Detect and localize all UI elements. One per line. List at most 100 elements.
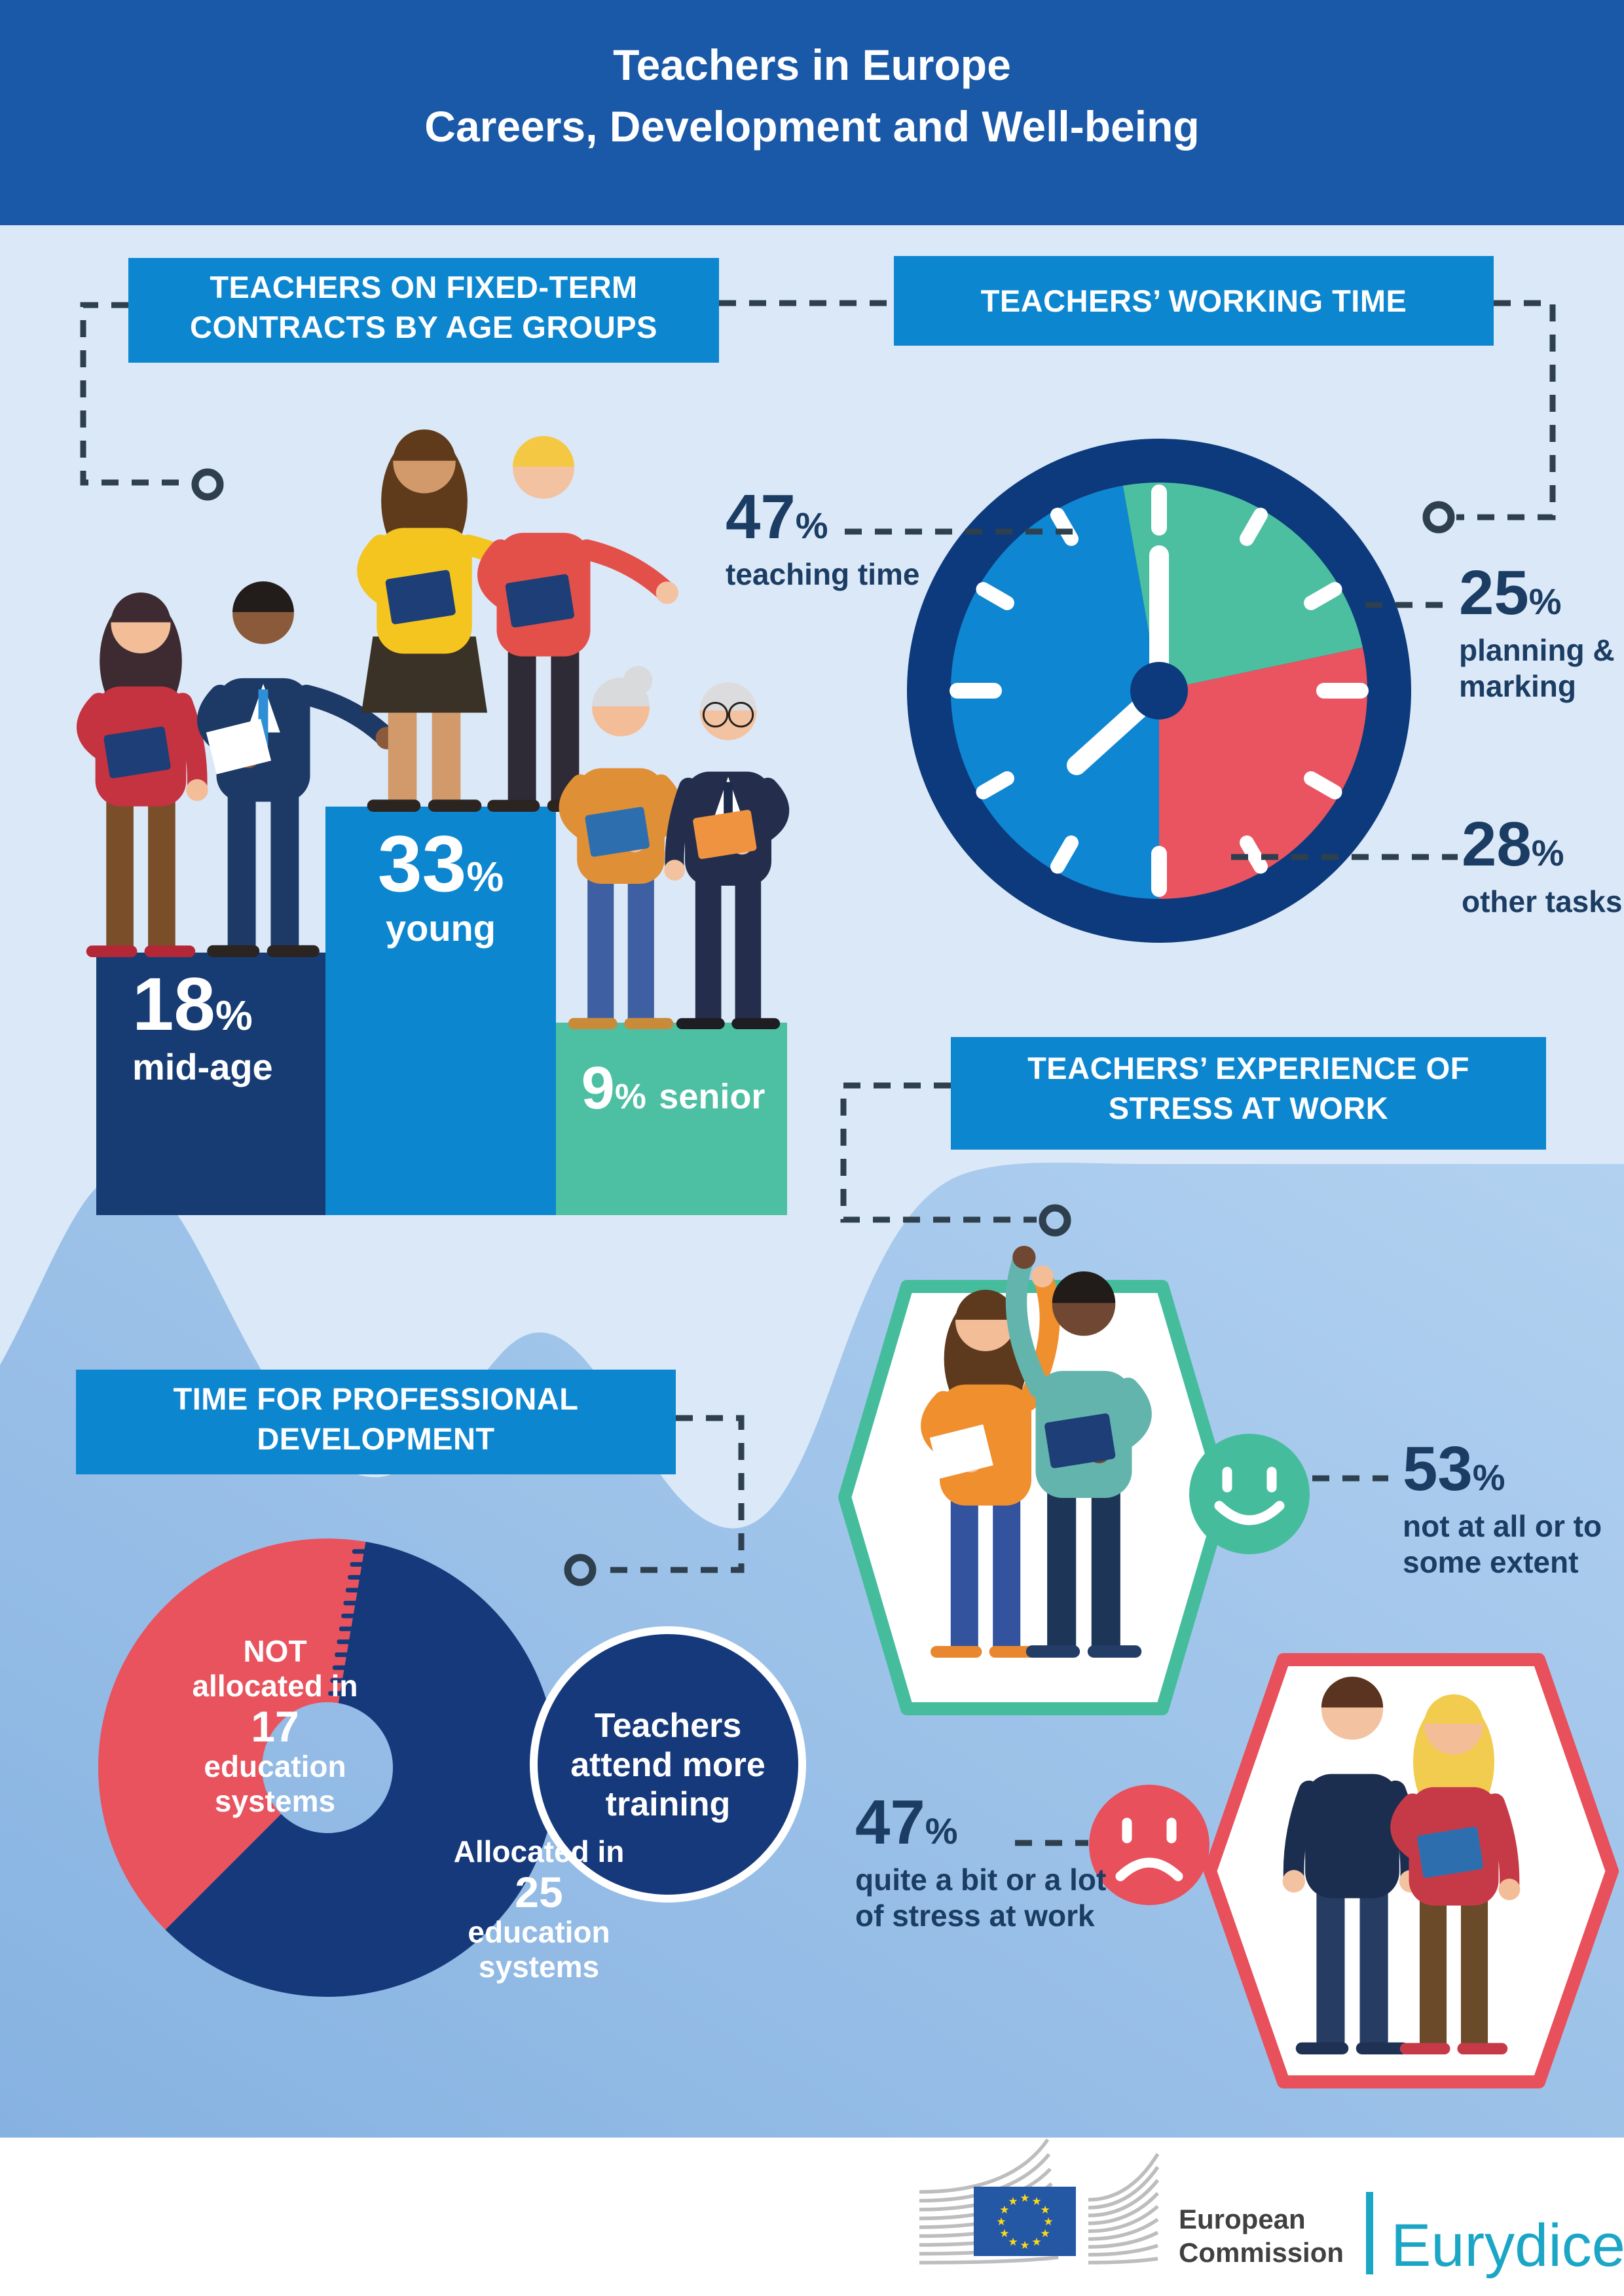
european-commission-wordmark: European Commission bbox=[1179, 2202, 1344, 2269]
section-heading-working-time: TEACHERS’ WORKING TIME bbox=[894, 256, 1494, 346]
ec-logo: ★ ★★★★★★★★★★★ bbox=[919, 2138, 1160, 2265]
heading-text: TIME FOR PROFESSIONAL bbox=[173, 1381, 579, 1416]
donut-value: 25 bbox=[515, 1868, 563, 1916]
illustration-hex-man-teal bbox=[1005, 1245, 1152, 1658]
percent-sign: % bbox=[1528, 581, 1562, 622]
bar-label-senior: 9% senior bbox=[559, 1058, 788, 1118]
circle-connector-development bbox=[564, 1554, 597, 1586]
donut-allocated-sector bbox=[165, 1541, 557, 1997]
stat-value: 47 bbox=[855, 1787, 925, 1857]
svg-text:★: ★ bbox=[1020, 2239, 1029, 2251]
bar-value: 18 bbox=[132, 963, 215, 1046]
smiley-sad-icon bbox=[1089, 1785, 1209, 1905]
percent-sign: % bbox=[925, 1810, 958, 1851]
donut-label-text: systems bbox=[214, 1784, 336, 1818]
heading-text: TEACHERS’ WORKING TIME bbox=[980, 283, 1407, 318]
bar-label-mid-age: 18% mid-age bbox=[132, 968, 273, 1088]
stat-label: quite a bit or a lot bbox=[855, 1863, 1107, 1897]
percent-sign: % bbox=[1472, 1457, 1505, 1498]
bar-value: 9 bbox=[581, 1055, 615, 1121]
circle-connector-fixed-term bbox=[191, 468, 224, 501]
connector-stress bbox=[840, 1082, 1037, 1223]
clock-sector-planning bbox=[1122, 482, 1363, 691]
svg-text:★: ★ bbox=[1008, 2195, 1018, 2208]
clock-sector-other bbox=[1159, 647, 1367, 899]
footer-divider bbox=[1366, 2192, 1373, 2274]
training-note-text: Teachers bbox=[594, 1707, 742, 1745]
age-bar-chart bbox=[96, 807, 787, 1215]
stat-label: not at all or to bbox=[1403, 1509, 1602, 1543]
stat-planning-marking: 25% planning & marking bbox=[1459, 562, 1615, 704]
stat-label: planning & bbox=[1459, 633, 1615, 667]
heading-text: CONTRACTS BY AGE GROUPS bbox=[190, 310, 657, 344]
percent-sign: % bbox=[466, 853, 504, 900]
dashed-connectors bbox=[80, 300, 1556, 1846]
stat-value: 53 bbox=[1403, 1434, 1473, 1504]
eu-flag-stars: ★ ★★★★★★★★★★★ bbox=[996, 2192, 1053, 2251]
stat-label: other tasks bbox=[1462, 884, 1623, 919]
header-banner: Teachers in Europe Careers, Development … bbox=[0, 0, 1624, 225]
stat-value: 28 bbox=[1462, 809, 1532, 879]
bar-category: mid-age bbox=[132, 1046, 273, 1087]
connector-fixed-term bbox=[80, 302, 189, 486]
page-title-line2: Careers, Development and Well-being bbox=[424, 102, 1200, 151]
donut-label-not-allocated: NOT allocated in 17 education systems bbox=[151, 1634, 399, 1819]
donut-label-allocated: Allocated in 25 education systems bbox=[411, 1834, 667, 1984]
svg-text:★: ★ bbox=[1041, 2204, 1050, 2216]
page-title-line1: Teachers in Europe bbox=[613, 41, 1011, 89]
stat-teaching-time: 47% teaching time bbox=[726, 486, 920, 592]
circle-connector-working-time bbox=[1422, 501, 1455, 534]
eu-flag bbox=[974, 2187, 1076, 2256]
illustration-hex-woman-orange bbox=[921, 1265, 1060, 1658]
donut-hatch-divider bbox=[328, 1549, 376, 1696]
illustration-hex-woman-blonde bbox=[1390, 1694, 1521, 2054]
percent-sign: % bbox=[215, 992, 253, 1039]
donut-label-text: NOT bbox=[243, 1634, 307, 1668]
heading-text: STRESS AT WORK bbox=[1108, 1091, 1389, 1125]
svg-text:★: ★ bbox=[1043, 2215, 1053, 2228]
training-note-circle bbox=[530, 1626, 806, 1903]
training-note-text: attend more bbox=[570, 1746, 766, 1784]
donut-label-text: allocated in bbox=[192, 1669, 358, 1703]
org-name-line: European bbox=[1179, 2204, 1306, 2234]
bar-value: 33 bbox=[377, 819, 467, 908]
development-donut-chart bbox=[98, 1538, 806, 1997]
footer-band bbox=[0, 2138, 1624, 2296]
svg-text:★: ★ bbox=[1041, 2227, 1050, 2240]
connector-development bbox=[598, 1415, 745, 1573]
stat-label: teaching time bbox=[726, 557, 920, 591]
people-illustrations bbox=[77, 429, 1521, 2054]
section-heading-fixed-term: TEACHERS ON FIXED-TERM CONTRACTS BY AGE … bbox=[128, 258, 719, 363]
donut-label-text: education bbox=[468, 1915, 610, 1949]
clock-ticks bbox=[950, 484, 1369, 897]
training-note-text: training bbox=[605, 1785, 731, 1823]
donut-value: 17 bbox=[251, 1702, 299, 1751]
svg-text:★: ★ bbox=[999, 2227, 1009, 2240]
bar-category: senior bbox=[659, 1077, 766, 1116]
bar-senior bbox=[556, 1023, 787, 1215]
svg-text:★: ★ bbox=[999, 2204, 1009, 2216]
clock-sector-teaching bbox=[950, 485, 1159, 899]
training-note: Teachers attend more training bbox=[553, 1706, 783, 1824]
svg-text:★: ★ bbox=[996, 2215, 1006, 2228]
eurydice-wordmark: Eurydice bbox=[1391, 2212, 1624, 2279]
bar-label-young: 33% young bbox=[325, 824, 556, 949]
stat-low-stress: 53% not at all or to some extent bbox=[1403, 1438, 1602, 1580]
circle-connectors bbox=[191, 468, 1455, 1586]
stat-other-tasks: 28% other tasks bbox=[1462, 813, 1622, 920]
stat-label: of stress at work bbox=[855, 1899, 1095, 1933]
smiley-happy-icon bbox=[1189, 1434, 1310, 1554]
bar-category: young bbox=[386, 907, 496, 949]
heading-text: DEVELOPMENT bbox=[257, 1421, 495, 1456]
illustration-woman-red-midage bbox=[77, 592, 208, 957]
illustration-senior-woman bbox=[559, 666, 683, 1029]
clock-center-dot bbox=[1130, 662, 1188, 720]
circle-connector-stress bbox=[1039, 1204, 1071, 1237]
connector-working-time bbox=[1456, 300, 1556, 520]
stat-label: marking bbox=[1459, 669, 1576, 703]
heading-text: TEACHERS’ EXPERIENCE OF bbox=[1027, 1051, 1469, 1085]
heading-text: TEACHERS ON FIXED-TERM bbox=[210, 270, 638, 304]
stat-high-stress: 47% quite a bit or a lot of stress at wo… bbox=[855, 1791, 1106, 1934]
illustration-man-suit-midage bbox=[197, 581, 398, 957]
